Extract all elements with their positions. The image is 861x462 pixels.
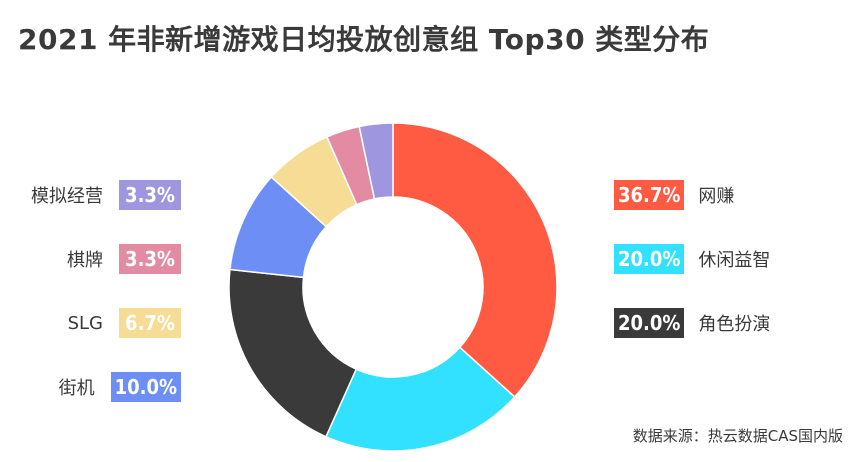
legend-value: 10.0% xyxy=(110,372,181,402)
legend-value: 20.0% xyxy=(614,308,685,338)
legend-label: 棋牌 xyxy=(67,250,103,271)
donut-slice-1 xyxy=(324,346,516,452)
legend-value: 3.3% xyxy=(119,244,181,274)
legend-label: 角色扮演 xyxy=(698,314,771,335)
legend-label: SLG xyxy=(67,312,103,334)
legend-item-slg: SLG 6.7% xyxy=(68,308,181,338)
legend-value: 3.3% xyxy=(119,180,181,210)
data-source-note: 数据来源：热云数据CAS国内版 xyxy=(632,427,843,445)
chart-title: 2021 年非新增游戏日均投放创意组 Top30 类型分布 xyxy=(18,23,710,56)
legend-label: 休闲益智 xyxy=(698,250,771,271)
donut-slice-6 xyxy=(358,122,394,200)
legend-item-qipai: 棋牌 3.3% xyxy=(67,244,181,274)
legend-label: 网赚 xyxy=(698,186,735,207)
legend-value: 36.7% xyxy=(614,180,685,210)
legend-label: 模拟经营 xyxy=(31,186,103,207)
legend-item-xiuxian: 20.0% 休闲益智 xyxy=(614,244,770,274)
legend-value: 6.7% xyxy=(119,308,181,338)
legend-item-moni: 模拟经营 3.3% xyxy=(31,180,181,210)
donut-slice-2 xyxy=(228,268,358,438)
donut-slice-0 xyxy=(392,122,558,399)
legend-item-jieji: 街机 10.0% xyxy=(59,372,181,402)
legend-item-wangzhuan: 36.7% 网赚 xyxy=(614,180,734,210)
legend-item-juese: 20.0% 角色扮演 xyxy=(614,308,770,338)
legend-label: 街机 xyxy=(58,378,95,399)
legend-value: 20.0% xyxy=(614,244,685,274)
